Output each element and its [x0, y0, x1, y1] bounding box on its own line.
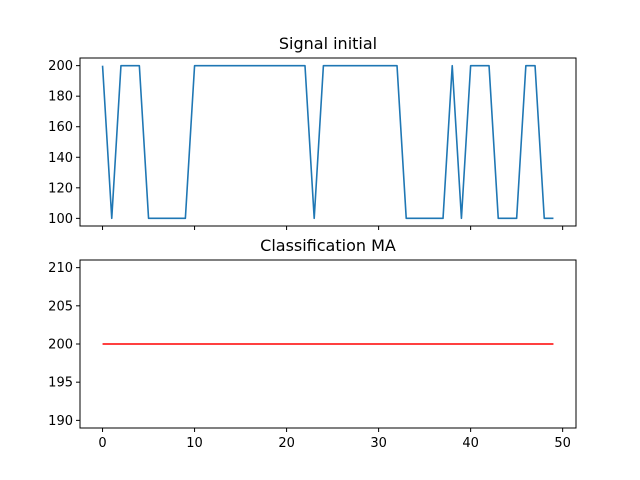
y-tick-label: 195 [48, 376, 73, 391]
y-tick-label: 190 [48, 414, 73, 429]
y-tick-label: 200 [48, 338, 73, 353]
x-tick-label: 30 [370, 436, 387, 451]
x-tick-label: 10 [186, 436, 203, 451]
plot-frame-top [79, 57, 577, 227]
chart-title-classification-ma: Classification MA [260, 236, 396, 255]
x-tick-label: 50 [554, 436, 571, 451]
subplot-signal-initial: Signal initial 100 120 140 160 180 200 [48, 34, 577, 230]
x-axis-ticks-bottom: 0 10 20 30 40 50 [98, 428, 571, 451]
x-tick-label: 0 [98, 436, 106, 451]
y-tick-label: 100 [48, 212, 73, 227]
y-tick-label: 205 [48, 299, 73, 314]
y-tick-label: 180 [48, 90, 73, 105]
y-tick-label: 210 [48, 261, 73, 276]
x-tick-label: 40 [462, 436, 479, 451]
y-tick-label: 160 [48, 120, 73, 135]
y-axis-ticks-top: 100 120 140 160 180 200 [48, 59, 80, 227]
y-tick-label: 140 [48, 151, 73, 166]
chart-title-signal-initial: Signal initial [279, 34, 377, 53]
x-tick-label: 20 [278, 436, 295, 451]
x-axis-ticks-top [102, 226, 564, 230]
y-tick-label: 200 [48, 59, 73, 74]
y-tick-label: 120 [48, 181, 73, 196]
signal-initial-line [101, 64, 554, 220]
y-axis-ticks-bottom: 190 195 200 205 210 [48, 261, 80, 429]
subplot-classification-ma: Classification MA 190 195 200 205 210 0 10 20 3… [48, 236, 577, 451]
